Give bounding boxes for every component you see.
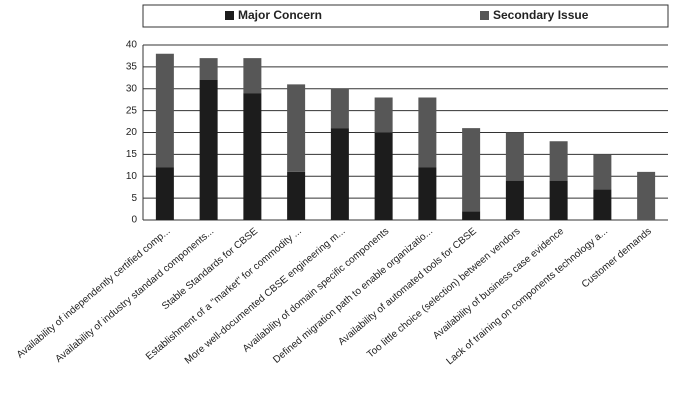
y-tick-label: 10	[126, 171, 138, 182]
x-tick-label: Availability of industry standard compon…	[53, 226, 216, 365]
bar-segment	[637, 171, 656, 220]
bar-segment	[287, 171, 306, 220]
y-tick-label: 20	[126, 127, 138, 138]
bar-segment	[243, 93, 262, 220]
y-tick-label: 15	[126, 149, 138, 160]
legend-swatch	[480, 11, 489, 20]
bar-segment	[330, 88, 349, 129]
y-tick-label: 5	[131, 193, 137, 204]
bar-segment	[287, 84, 306, 172]
y-tick-label: 35	[126, 62, 138, 73]
x-tick-label: Availability of independently certified …	[15, 226, 173, 361]
legend-label: Secondary Issue	[493, 8, 589, 22]
bar-segment	[462, 211, 481, 220]
bar-segment	[243, 58, 262, 94]
x-tick-label: Defined migration path to enable organiz…	[271, 226, 435, 366]
bar-segment	[155, 167, 174, 220]
bar-segment	[462, 128, 481, 212]
x-tick-label: Establishment of a "market" for commodit…	[144, 226, 304, 363]
y-tick-label: 30	[126, 83, 138, 94]
legend-label: Major Concern	[238, 8, 322, 22]
bar-segment	[199, 80, 218, 220]
bar-segment	[418, 167, 437, 220]
bar-segment	[199, 58, 218, 80]
y-tick-label: 40	[126, 40, 138, 51]
x-tick-label: Lack of training on components technolog…	[445, 226, 610, 367]
y-tick-label: 0	[131, 215, 137, 226]
bar-segment	[549, 180, 568, 220]
bar-segment	[593, 154, 612, 190]
bar-segment	[593, 189, 612, 220]
x-tick-label: Too little choice (selection) between ve…	[365, 226, 522, 361]
bar-segment	[505, 132, 524, 181]
bar-segment	[374, 97, 393, 133]
legend-swatch	[225, 11, 234, 20]
bar-segment	[505, 180, 524, 220]
bar-segment	[418, 97, 437, 168]
bar-segment	[549, 141, 568, 181]
x-tick-label: More well-documented CBSE engineering m.…	[183, 226, 348, 367]
legend-box	[142, 4, 669, 28]
bar-segment	[330, 128, 349, 220]
y-tick-label: 25	[126, 105, 138, 116]
bar-segment	[374, 132, 393, 220]
bar-segment	[155, 53, 174, 168]
